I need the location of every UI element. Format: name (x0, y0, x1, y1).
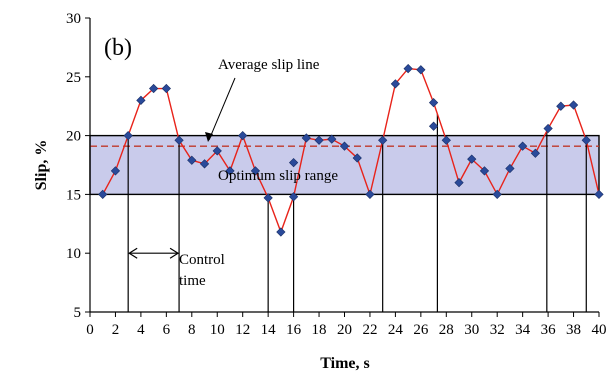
x-tick-label: 18 (312, 322, 327, 338)
y-tick-label: 25 (66, 70, 81, 86)
y-tick-label: 5 (74, 305, 82, 321)
data-point (378, 135, 388, 145)
x-axis-title: Time, s (320, 355, 369, 372)
y-tick-label: 20 (66, 129, 81, 145)
control-lines-layer (127, 113, 587, 312)
data-point (161, 83, 171, 94)
data-point (505, 163, 515, 174)
data-point (225, 166, 235, 176)
control-time-label-line1: Control (179, 252, 225, 268)
data-point (187, 155, 197, 165)
x-tick-label: 20 (337, 322, 352, 338)
data-point (467, 154, 477, 164)
x-tick-label: 32 (490, 322, 505, 338)
y-tick-label: 10 (66, 246, 81, 262)
data-point (416, 65, 426, 75)
x-tick-label: 34 (515, 322, 531, 338)
x-tick-label: 24 (388, 322, 404, 338)
panel-label: (b) (104, 35, 132, 61)
data-point (301, 133, 311, 143)
x-tick-label: 6 (163, 322, 171, 338)
data-point (263, 193, 273, 203)
data-point (518, 141, 528, 151)
data-point (556, 101, 566, 111)
data-point (288, 158, 299, 168)
x-tick-label: 30 (464, 322, 479, 338)
x-tick-label: 14 (261, 322, 277, 338)
control-time-label-line2: time (179, 273, 206, 289)
y-tick-label: 15 (66, 187, 81, 203)
data-point (276, 227, 286, 237)
data-point (250, 166, 261, 176)
control-time-arrow (128, 247, 180, 259)
data-point (110, 166, 121, 176)
data-point (543, 123, 553, 134)
x-tick-label: 2 (112, 322, 120, 338)
control-time-arrowhead-left (128, 247, 138, 259)
data-point (479, 166, 490, 176)
data-point (339, 141, 350, 151)
data-point (365, 189, 375, 200)
y-axis-title: Slip, % (33, 140, 50, 191)
data-point (352, 153, 362, 163)
x-tick-label: 0 (86, 322, 94, 338)
data-point (238, 130, 248, 141)
data-point (428, 98, 439, 108)
data-point (403, 63, 413, 74)
data-point (212, 146, 222, 156)
x-tick-label: 12 (235, 322, 250, 338)
data-point (581, 135, 591, 145)
data-point (174, 135, 184, 145)
data-point (390, 79, 401, 89)
optimum-range-label: Optimum slip range (218, 168, 338, 184)
x-tick-label: 10 (210, 322, 225, 338)
data-point (454, 178, 464, 188)
x-tick-label: 8 (188, 322, 196, 338)
data-point (149, 83, 159, 94)
slip-series-line (102, 67, 600, 235)
data-point (568, 100, 579, 110)
data-point (492, 189, 502, 200)
average-line-label: Average slip line (218, 57, 320, 73)
x-tick-label: 4 (137, 322, 145, 338)
data-point (136, 95, 146, 105)
x-tick-label: 40 (592, 322, 607, 338)
x-tick-label: 16 (286, 322, 302, 338)
y-tick-label: 30 (66, 11, 81, 27)
x-tick-label: 22 (362, 322, 377, 338)
data-point (314, 135, 324, 145)
series-layer (98, 63, 604, 237)
data-point (594, 189, 604, 200)
control-time-arrowhead-right (169, 247, 180, 259)
axes-layer: 0 2 4 6 8 10 12 14 16 18 20 22 24 26 28 30 32 34 36 38 40510… (66, 11, 607, 338)
x-tick-label: 36 (541, 322, 557, 338)
data-point (327, 134, 337, 144)
x-tick-label: 38 (566, 322, 581, 338)
data-point (530, 148, 540, 158)
data-point (428, 121, 439, 131)
average-line-arrowhead (205, 132, 213, 142)
data-point (123, 130, 133, 141)
average-line-pointer (208, 77, 236, 141)
data-point (199, 159, 210, 169)
data-point (288, 192, 299, 202)
x-tick-label: 26 (413, 322, 429, 338)
data-point (98, 189, 108, 200)
x-tick-label: 28 (439, 322, 454, 338)
data-point (441, 135, 451, 145)
